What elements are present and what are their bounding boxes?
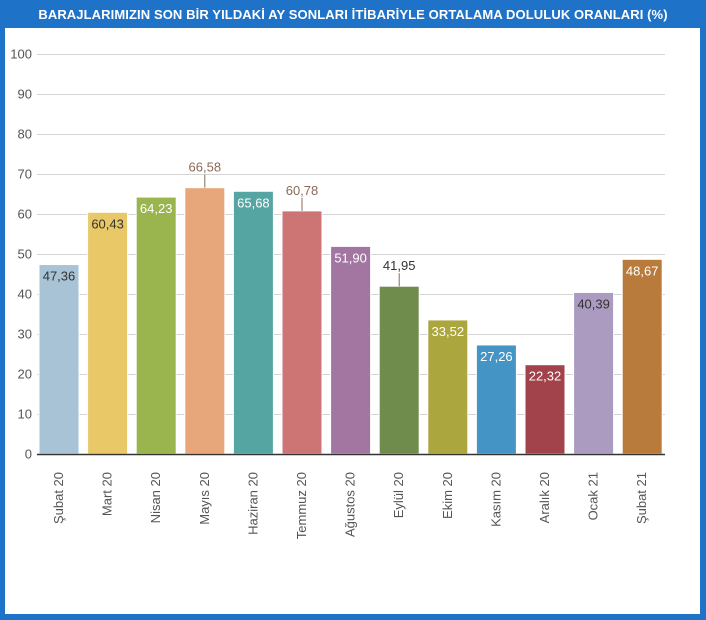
y-tick-label: 40 bbox=[18, 287, 32, 302]
bar bbox=[232, 190, 274, 455]
data-label: 60,78 bbox=[286, 183, 319, 198]
data-label: 33,52 bbox=[432, 324, 465, 339]
y-tick-label: 60 bbox=[18, 207, 32, 222]
bar bbox=[135, 196, 177, 455]
data-label: 60,43 bbox=[91, 216, 124, 231]
bar bbox=[621, 258, 663, 455]
chart-title: BARAJLARIMIZIN SON BİR YILDAKİ AY SONLAR… bbox=[38, 7, 668, 22]
x-tick-label: Mayıs 20 bbox=[197, 472, 212, 525]
y-tick-label: 70 bbox=[18, 167, 32, 182]
y-tick-label: 0 bbox=[25, 447, 32, 462]
y-tick-label: 80 bbox=[18, 127, 32, 142]
data-label: 41,95 bbox=[383, 258, 416, 273]
bar bbox=[573, 291, 615, 455]
bar bbox=[184, 187, 226, 455]
data-label: 64,23 bbox=[140, 201, 173, 216]
x-tick-label: Aralık 20 bbox=[537, 472, 552, 523]
bar bbox=[38, 264, 80, 455]
bar-chart: 0 10 20 30 40 50 60 70 80 90 100 47,36 Şubat 20 60,43… bbox=[10, 47, 665, 539]
bar bbox=[378, 285, 420, 455]
x-tick-label: Kasım 20 bbox=[488, 472, 503, 527]
x-tick-label: Ocak 21 bbox=[586, 472, 601, 520]
bar bbox=[87, 211, 129, 455]
data-label: 40,39 bbox=[577, 296, 610, 311]
bar bbox=[475, 344, 517, 455]
y-tick-label: 50 bbox=[18, 247, 32, 262]
x-tick-label: Nisan 20 bbox=[148, 472, 163, 523]
data-label: 48,67 bbox=[626, 263, 659, 278]
y-tick-label: 100 bbox=[10, 47, 32, 62]
data-label: 66,58 bbox=[189, 160, 222, 175]
bar bbox=[524, 364, 566, 455]
y-tick-label: 20 bbox=[18, 367, 32, 382]
x-tick-label: Şubat 21 bbox=[634, 472, 649, 524]
data-label: 27,26 bbox=[480, 349, 513, 364]
x-tick-label: Temmuz 20 bbox=[294, 472, 309, 539]
x-tick-label: Mart 20 bbox=[100, 472, 115, 516]
bar bbox=[330, 245, 372, 455]
bar bbox=[281, 210, 323, 455]
data-label: 51,90 bbox=[334, 250, 367, 265]
y-tick-label: 90 bbox=[18, 87, 32, 102]
x-tick-label: Ağustos 20 bbox=[343, 472, 358, 537]
data-label: 47,36 bbox=[43, 269, 76, 284]
chart-panel: 0 10 20 30 40 50 60 70 80 90 100 47,36 Şubat 20 60,43… bbox=[5, 28, 700, 614]
y-tick-label: 30 bbox=[18, 327, 32, 342]
x-tick-label: Şubat 20 bbox=[51, 472, 66, 524]
x-tick-label: Haziran 20 bbox=[245, 472, 260, 535]
bar bbox=[427, 319, 469, 455]
data-label: 22,32 bbox=[529, 369, 562, 384]
x-tick-label: Ekim 20 bbox=[440, 472, 455, 519]
x-tick-label: Eylül 20 bbox=[391, 472, 406, 518]
data-label: 65,68 bbox=[237, 195, 270, 210]
y-tick-label: 10 bbox=[18, 407, 32, 422]
